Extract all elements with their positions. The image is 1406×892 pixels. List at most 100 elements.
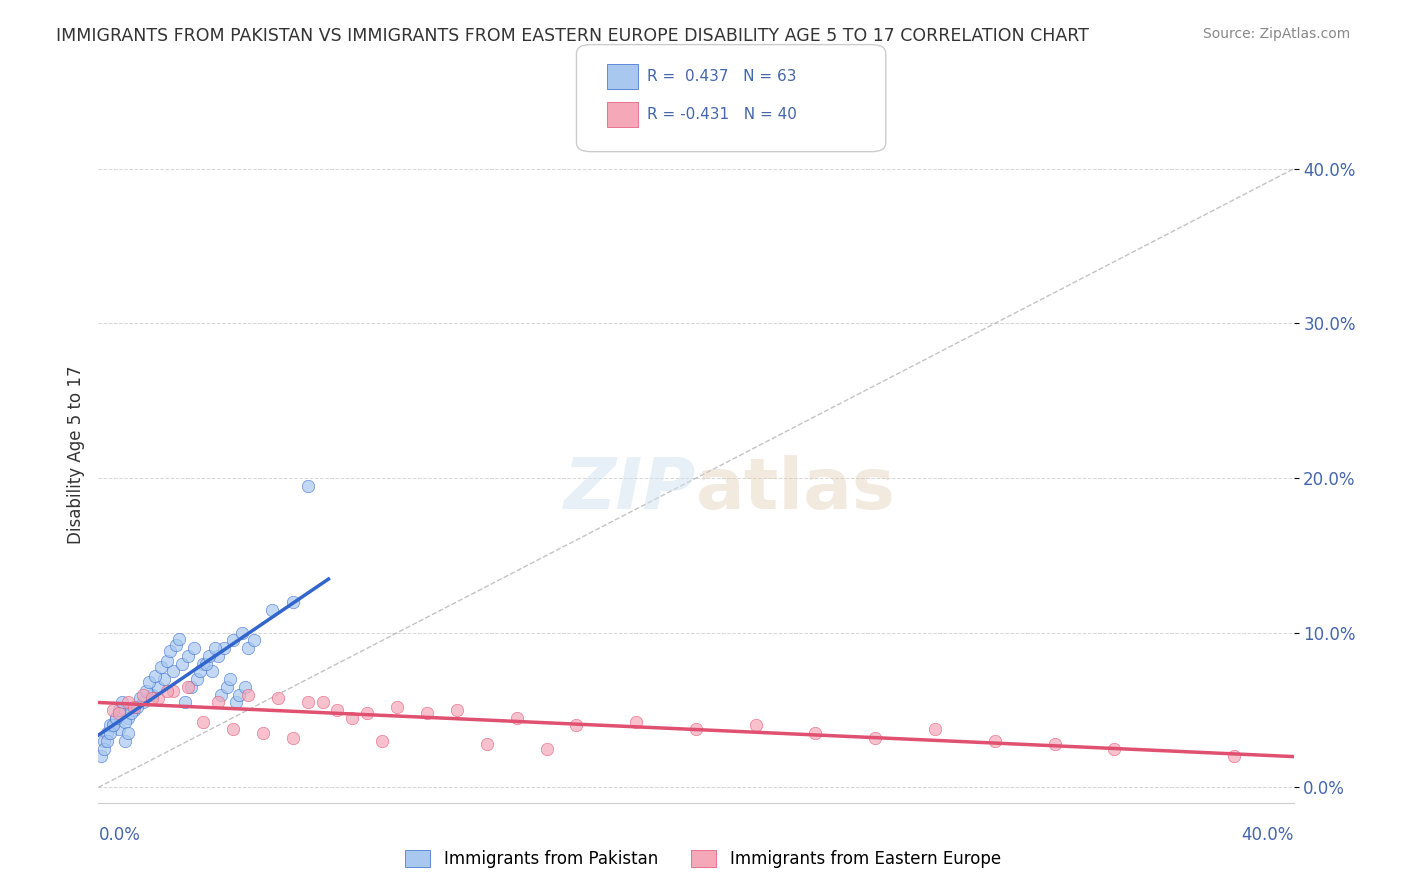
Point xyxy=(191,657,214,671)
Point xyxy=(207,648,229,663)
Point xyxy=(416,706,439,720)
Point xyxy=(156,654,179,668)
Y-axis label: Disability Age 5 to 17: Disability Age 5 to 17 xyxy=(66,366,84,544)
Point xyxy=(191,715,214,730)
Point xyxy=(96,734,118,748)
Point xyxy=(260,602,283,616)
Point xyxy=(180,680,202,694)
Point xyxy=(243,633,266,648)
Point xyxy=(385,700,409,714)
Point xyxy=(183,641,205,656)
Point xyxy=(194,657,218,671)
Point xyxy=(326,703,349,717)
Point xyxy=(745,718,768,732)
Point xyxy=(98,718,122,732)
Point xyxy=(924,722,946,736)
Text: 0.0%: 0.0% xyxy=(98,826,141,844)
Point xyxy=(865,731,887,745)
Point xyxy=(162,665,184,679)
Point xyxy=(162,684,184,698)
Point xyxy=(1104,741,1126,756)
Point xyxy=(252,726,274,740)
Point xyxy=(148,680,170,694)
Point xyxy=(188,665,211,679)
Point xyxy=(228,688,250,702)
Point xyxy=(156,684,179,698)
Point xyxy=(120,706,142,720)
Point xyxy=(297,479,319,493)
Point xyxy=(132,688,155,702)
Text: atlas: atlas xyxy=(696,455,896,524)
Point xyxy=(167,632,190,646)
Text: IMMIGRANTS FROM PAKISTAN VS IMMIGRANTS FROM EASTERN EUROPE DISABILITY AGE 5 TO 1: IMMIGRANTS FROM PAKISTAN VS IMMIGRANTS F… xyxy=(56,27,1090,45)
Point xyxy=(207,695,229,709)
Point xyxy=(225,695,247,709)
Point xyxy=(132,695,155,709)
Point xyxy=(96,726,118,740)
Point xyxy=(117,695,139,709)
Point xyxy=(685,722,707,736)
Point xyxy=(105,711,128,725)
Point xyxy=(177,648,200,663)
Point xyxy=(148,690,170,705)
Point xyxy=(117,711,139,725)
Point xyxy=(1043,737,1066,751)
Point xyxy=(565,718,588,732)
Point xyxy=(129,690,152,705)
Point xyxy=(159,644,181,658)
Point xyxy=(114,734,136,748)
Point xyxy=(198,648,221,663)
Point xyxy=(114,715,136,730)
Point xyxy=(93,734,115,748)
Point xyxy=(138,675,160,690)
Point xyxy=(215,680,238,694)
Text: Source: ZipAtlas.com: Source: ZipAtlas.com xyxy=(1202,27,1350,41)
Point xyxy=(342,711,364,725)
Point xyxy=(311,695,333,709)
Point xyxy=(108,703,131,717)
Point xyxy=(236,688,259,702)
Point xyxy=(103,718,125,732)
Point xyxy=(236,641,259,656)
Point xyxy=(135,684,157,698)
Point xyxy=(90,749,112,764)
Text: 40.0%: 40.0% xyxy=(1241,826,1294,844)
Point xyxy=(127,700,149,714)
Point xyxy=(212,641,235,656)
Point xyxy=(1223,749,1246,764)
Point xyxy=(143,669,166,683)
Point xyxy=(150,659,173,673)
Point xyxy=(356,706,378,720)
Point xyxy=(108,722,131,736)
Point xyxy=(233,680,256,694)
Point xyxy=(177,680,200,694)
Point xyxy=(219,672,242,686)
Point xyxy=(624,715,647,730)
Point xyxy=(204,641,226,656)
Text: R = -0.431   N = 40: R = -0.431 N = 40 xyxy=(647,107,797,121)
Point xyxy=(983,734,1005,748)
Point xyxy=(103,703,125,717)
Point xyxy=(536,741,558,756)
Point xyxy=(186,672,208,686)
Legend: Immigrants from Pakistan, Immigrants from Eastern Europe: Immigrants from Pakistan, Immigrants fro… xyxy=(399,843,1007,875)
Point xyxy=(267,690,290,705)
Point xyxy=(222,633,245,648)
Point xyxy=(141,688,163,702)
Point xyxy=(141,690,163,705)
Point xyxy=(475,737,498,751)
Point xyxy=(172,657,194,671)
Point xyxy=(108,706,131,720)
Point xyxy=(105,711,128,725)
Point xyxy=(124,703,146,717)
Point xyxy=(297,695,319,709)
Point xyxy=(209,688,232,702)
Text: R =  0.437   N = 63: R = 0.437 N = 63 xyxy=(647,70,796,84)
Point xyxy=(174,695,197,709)
Point xyxy=(153,672,176,686)
Point xyxy=(281,595,304,609)
Point xyxy=(506,711,529,725)
Point xyxy=(804,726,827,740)
Point xyxy=(124,700,146,714)
Point xyxy=(165,638,187,652)
